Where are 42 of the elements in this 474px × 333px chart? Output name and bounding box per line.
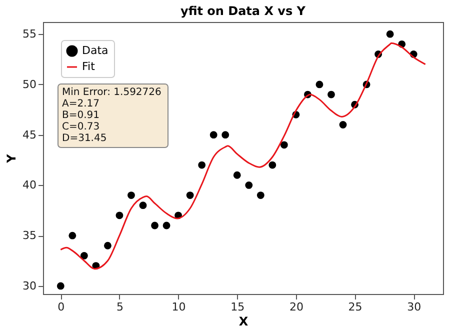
point	[68, 232, 76, 240]
annotation: Min Error: 1.592726 A=2.17 B=0.91 C=0.73 D=31.45	[62, 87, 162, 144]
point	[245, 182, 253, 189]
point	[162, 222, 170, 230]
point	[316, 80, 324, 88]
line-series	[60, 42, 426, 270]
point	[56, 282, 64, 290]
x-tick-label: 10	[172, 300, 186, 314]
x-tick-label: 25	[348, 300, 362, 314]
x-tick-label: 0	[58, 300, 65, 314]
legend-label: Fit	[82, 60, 96, 73]
y-axis-title: Y	[4, 154, 19, 164]
x-axis-title: X	[238, 314, 249, 328]
point	[104, 242, 112, 250]
point	[268, 161, 276, 169]
x-tick-label: 15	[230, 300, 245, 314]
point	[151, 222, 158, 230]
point	[198, 161, 206, 169]
point	[116, 212, 124, 220]
point	[222, 131, 230, 139]
y-tick-label: 55	[22, 28, 36, 41]
point	[210, 131, 218, 139]
point	[186, 192, 194, 199]
y-tick-label: 35	[22, 229, 36, 242]
chart-title: yfit on Data X vs Y	[180, 4, 306, 18]
point	[280, 141, 288, 149]
y-tick-label: 30	[22, 279, 36, 292]
point	[80, 252, 88, 260]
y-tick-label: 45	[22, 128, 36, 142]
x-tick-label: 30	[407, 300, 422, 314]
point	[386, 30, 394, 38]
x-tick-label: 20	[289, 300, 304, 314]
x-tick-label: 5	[116, 300, 124, 314]
y-tick-label: 40	[22, 178, 36, 192]
y-tick-label: 50	[22, 78, 36, 91]
point	[328, 90, 335, 98]
point	[256, 192, 264, 199]
legend-label: Data	[82, 44, 108, 57]
point	[339, 121, 347, 128]
point	[139, 202, 147, 210]
point	[128, 192, 135, 199]
point	[233, 171, 241, 179]
